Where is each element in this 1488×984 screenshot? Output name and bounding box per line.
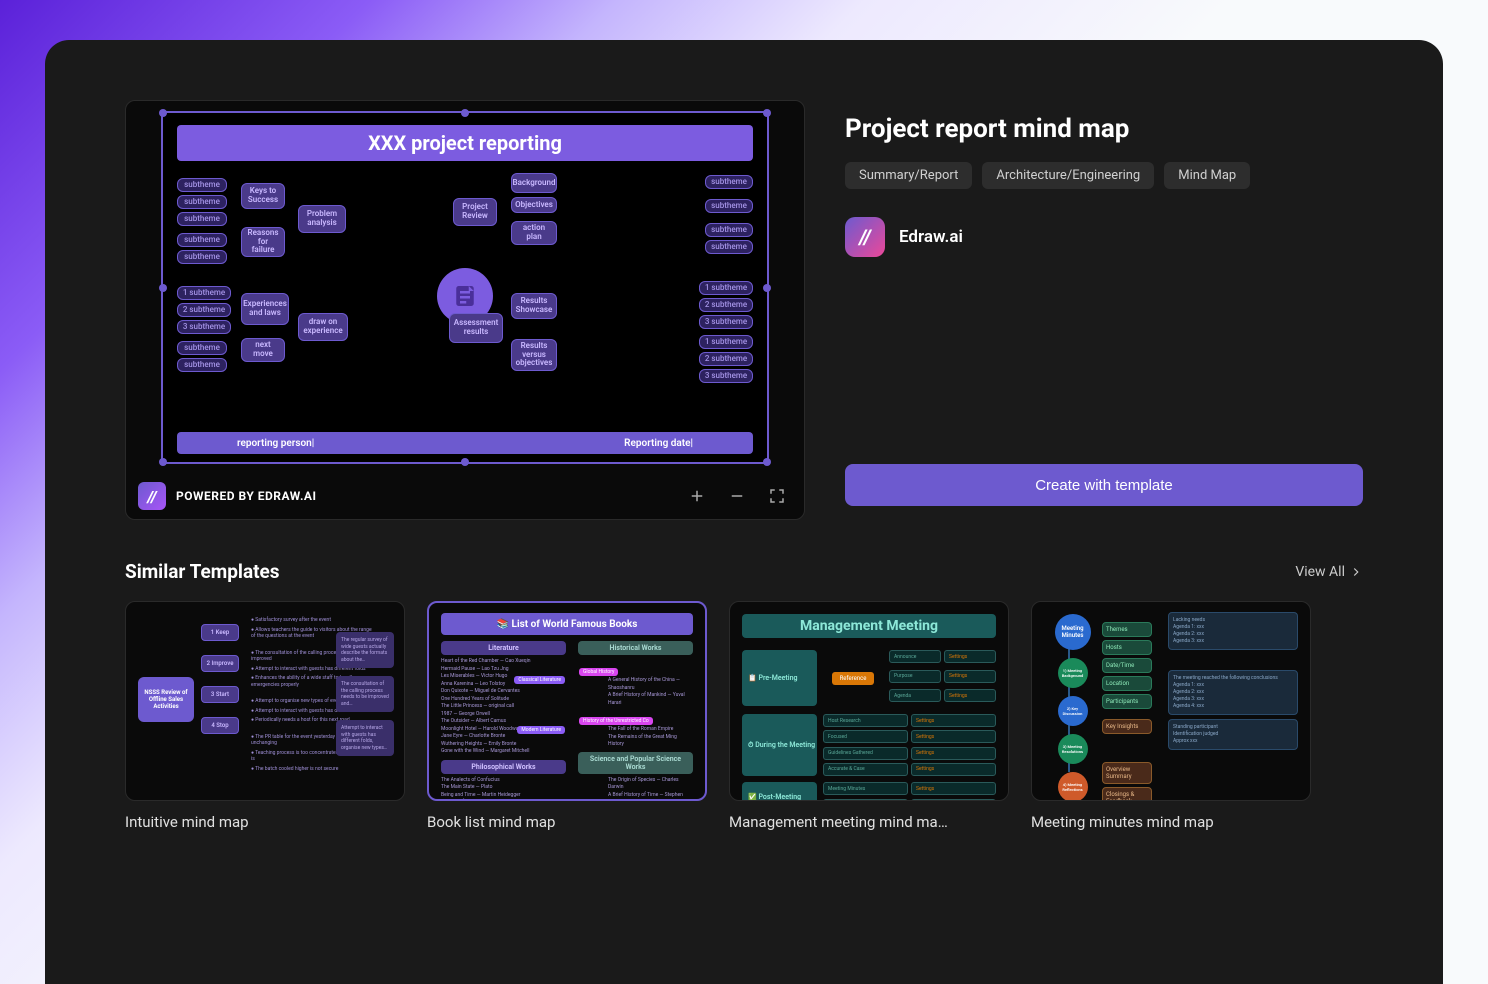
preview-toolbar: // POWERED BY EDRAW.AI <box>126 473 804 519</box>
thumb-title: 📚 List of World Famous Books <box>441 613 693 635</box>
template-thumbnail[interactable]: Management Meeting 📋 Pre-Meeting Referen… <box>729 601 1009 801</box>
mm-branch: Background <box>511 173 557 193</box>
template-label: Intuitive mind map <box>125 813 405 831</box>
mm-leaf: subtheme <box>177 358 227 372</box>
mm-leaf: subtheme <box>705 223 753 237</box>
mm-leaf: subtheme <box>177 250 227 264</box>
template-label: Book list mind map <box>427 813 707 831</box>
powered-by-label: POWERED BY EDRAW.AI <box>176 489 317 503</box>
mm-leaf: 1 subtheme <box>699 281 753 295</box>
mm-parent: Project Review <box>453 198 497 226</box>
author-avatar-icon: // <box>845 217 885 257</box>
mm-leaf: 2 subtheme <box>699 298 753 312</box>
tag[interactable]: Mind Map <box>1164 162 1250 189</box>
mm-branch: Results versus objectives <box>511 339 557 371</box>
mm-leaf: subtheme <box>705 240 753 254</box>
mm-parent: Problem analysis <box>298 205 346 233</box>
template-label: Meeting minutes mind map <box>1031 813 1311 831</box>
mm-leaf: 1 subtheme <box>177 286 231 300</box>
mm-branch: Keys to Success <box>241 183 285 209</box>
mm-leaf: subtheme <box>705 199 753 213</box>
mm-branch: Experiences and laws <box>241 293 289 325</box>
template-card[interactable]: NSSS Review of Offline Sales Activities … <box>125 601 405 831</box>
footer-left: reporting person| <box>237 438 314 449</box>
app-window: XXX project reporting subtheme subtheme … <box>45 40 1443 984</box>
mm-leaf: subtheme <box>177 341 227 355</box>
template-label: Management meeting mind ma… <box>729 813 1009 831</box>
template-thumbnail[interactable]: 📚 List of World Famous Books Literature … <box>427 601 707 801</box>
thumb-center: NSSS Review of Offline Sales Activities <box>138 677 194 722</box>
similar-heading: Similar Templates <box>125 560 280 583</box>
mindmap-footer: reporting person| Reporting date| <box>177 432 753 454</box>
template-card[interactable]: Management Meeting 📋 Pre-Meeting Referen… <box>729 601 1009 831</box>
author-name: Edraw.ai <box>899 227 963 247</box>
tag[interactable]: Architecture/Engineering <box>982 162 1154 189</box>
mm-branch: action plan <box>511 221 557 245</box>
fullscreen-button[interactable] <box>762 481 792 511</box>
template-card[interactable]: 📚 List of World Famous Books Literature … <box>427 601 707 831</box>
similar-templates-section: Similar Templates View All NSSS Review o… <box>125 560 1363 831</box>
create-with-template-button[interactable]: Create with template <box>845 464 1363 506</box>
mm-leaf: subtheme <box>177 212 227 226</box>
mm-leaf: 2 subtheme <box>699 352 753 366</box>
view-all-link[interactable]: View All <box>1295 564 1363 580</box>
mindmap-canvas: XXX project reporting subtheme subtheme … <box>161 111 769 464</box>
edraw-logo-icon: // <box>138 482 166 510</box>
zoom-out-button[interactable] <box>722 481 752 511</box>
template-card[interactable]: Meeting Minutes 1) Meeting Background 2)… <box>1031 601 1311 831</box>
tags-row: Summary/Report Architecture/Engineering … <box>845 162 1363 189</box>
thumb-title: Management Meeting <box>742 614 996 638</box>
mm-branch: Objectives <box>511 197 557 213</box>
mm-leaf: subtheme <box>705 175 753 189</box>
mm-leaf: subtheme <box>177 178 227 192</box>
template-title: Project report mind map <box>845 114 1363 144</box>
footer-right: Reporting date| <box>624 438 693 449</box>
detail-panel: Project report mind map Summary/Report A… <box>845 100 1363 520</box>
mm-branch: Reasons for failure <box>241 227 285 257</box>
mm-parent: Assessment results <box>449 313 503 343</box>
template-thumbnail[interactable]: Meeting Minutes 1) Meeting Background 2)… <box>1031 601 1311 801</box>
template-thumbnail[interactable]: NSSS Review of Offline Sales Activities … <box>125 601 405 801</box>
mm-leaf: 3 subtheme <box>699 315 753 329</box>
mm-leaf: subtheme <box>177 233 227 247</box>
mm-leaf: 2 subtheme <box>177 303 231 317</box>
mindmap-title: XXX project reporting <box>177 125 753 161</box>
mm-leaf: subtheme <box>177 195 227 209</box>
chevron-right-icon <box>1349 565 1363 579</box>
mm-leaf: 1 subtheme <box>699 335 753 349</box>
tag[interactable]: Summary/Report <box>845 162 972 189</box>
mm-branch: Results Showcase <box>511 293 557 319</box>
mm-parent: draw on experience <box>298 313 348 341</box>
zoom-in-button[interactable] <box>682 481 712 511</box>
mm-leaf: 3 subtheme <box>699 369 753 383</box>
template-preview[interactable]: XXX project reporting subtheme subtheme … <box>125 100 805 520</box>
mm-leaf: 3 subtheme <box>177 320 231 334</box>
author-row: // Edraw.ai <box>845 217 1363 257</box>
mm-branch: next move <box>241 338 285 362</box>
